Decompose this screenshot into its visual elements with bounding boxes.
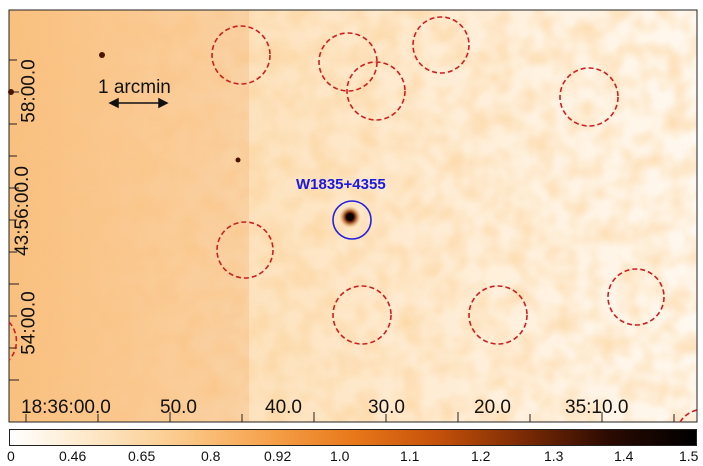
bg-circle: [211, 25, 271, 85]
colorbar-tick-label: 0.65: [128, 448, 156, 464]
target-aperture-circle: [332, 200, 372, 240]
bg-circle: [412, 16, 470, 74]
colorbar-tick-label: 1.4: [614, 448, 634, 464]
colorbar-tick-label: 0.46: [59, 448, 87, 464]
colorbar-tick-label: 0.92: [264, 448, 292, 464]
bright-spots: [8, 52, 241, 163]
dec-tick-label: 43:56:00.0: [11, 166, 33, 256]
dec-tick-label: 58:00.0: [18, 59, 40, 123]
bg-circle: [679, 409, 698, 423]
colorbar-tick-label: 1.3: [544, 448, 564, 464]
colorbar-tick-label: 1.1: [400, 448, 420, 464]
bg-circle: [607, 268, 665, 326]
bg-circle: [216, 221, 274, 279]
ra-tick-label: 35:10.0: [565, 397, 629, 418]
target-label: W1835+4355: [296, 176, 386, 193]
colorbar-tick-label: 1.5: [679, 448, 699, 464]
colorbar-tick-label: 0.8: [201, 448, 221, 464]
ra-tick-label: 40.0: [265, 397, 302, 418]
colorbar-tick-label: 1.2: [471, 448, 491, 464]
ra-tick-label: 30.0: [368, 397, 405, 418]
bg-circle: [332, 285, 392, 345]
bg-circle: [346, 61, 406, 121]
bg-circle: [559, 67, 619, 127]
scale-bar-label: 1 arcmin: [98, 77, 171, 98]
background-apertures: [8, 16, 698, 423]
colorbar-tick-label: 1.0: [330, 448, 350, 464]
ra-tick-label: 18:36:00.0: [21, 397, 111, 418]
ra-tick-label: 50.0: [160, 397, 197, 418]
colorbar: [9, 429, 697, 446]
bg-circle: [468, 285, 528, 345]
scale-bar: [108, 97, 169, 109]
dec-tick-label: 54:00.0: [18, 291, 40, 355]
bg-circle: [8, 321, 18, 361]
ra-axis-ticks: [9, 59, 675, 422]
ra-tick-label: 20.0: [474, 397, 511, 418]
target-source: [339, 206, 361, 228]
colorbar-tick-label: 0: [7, 448, 15, 464]
